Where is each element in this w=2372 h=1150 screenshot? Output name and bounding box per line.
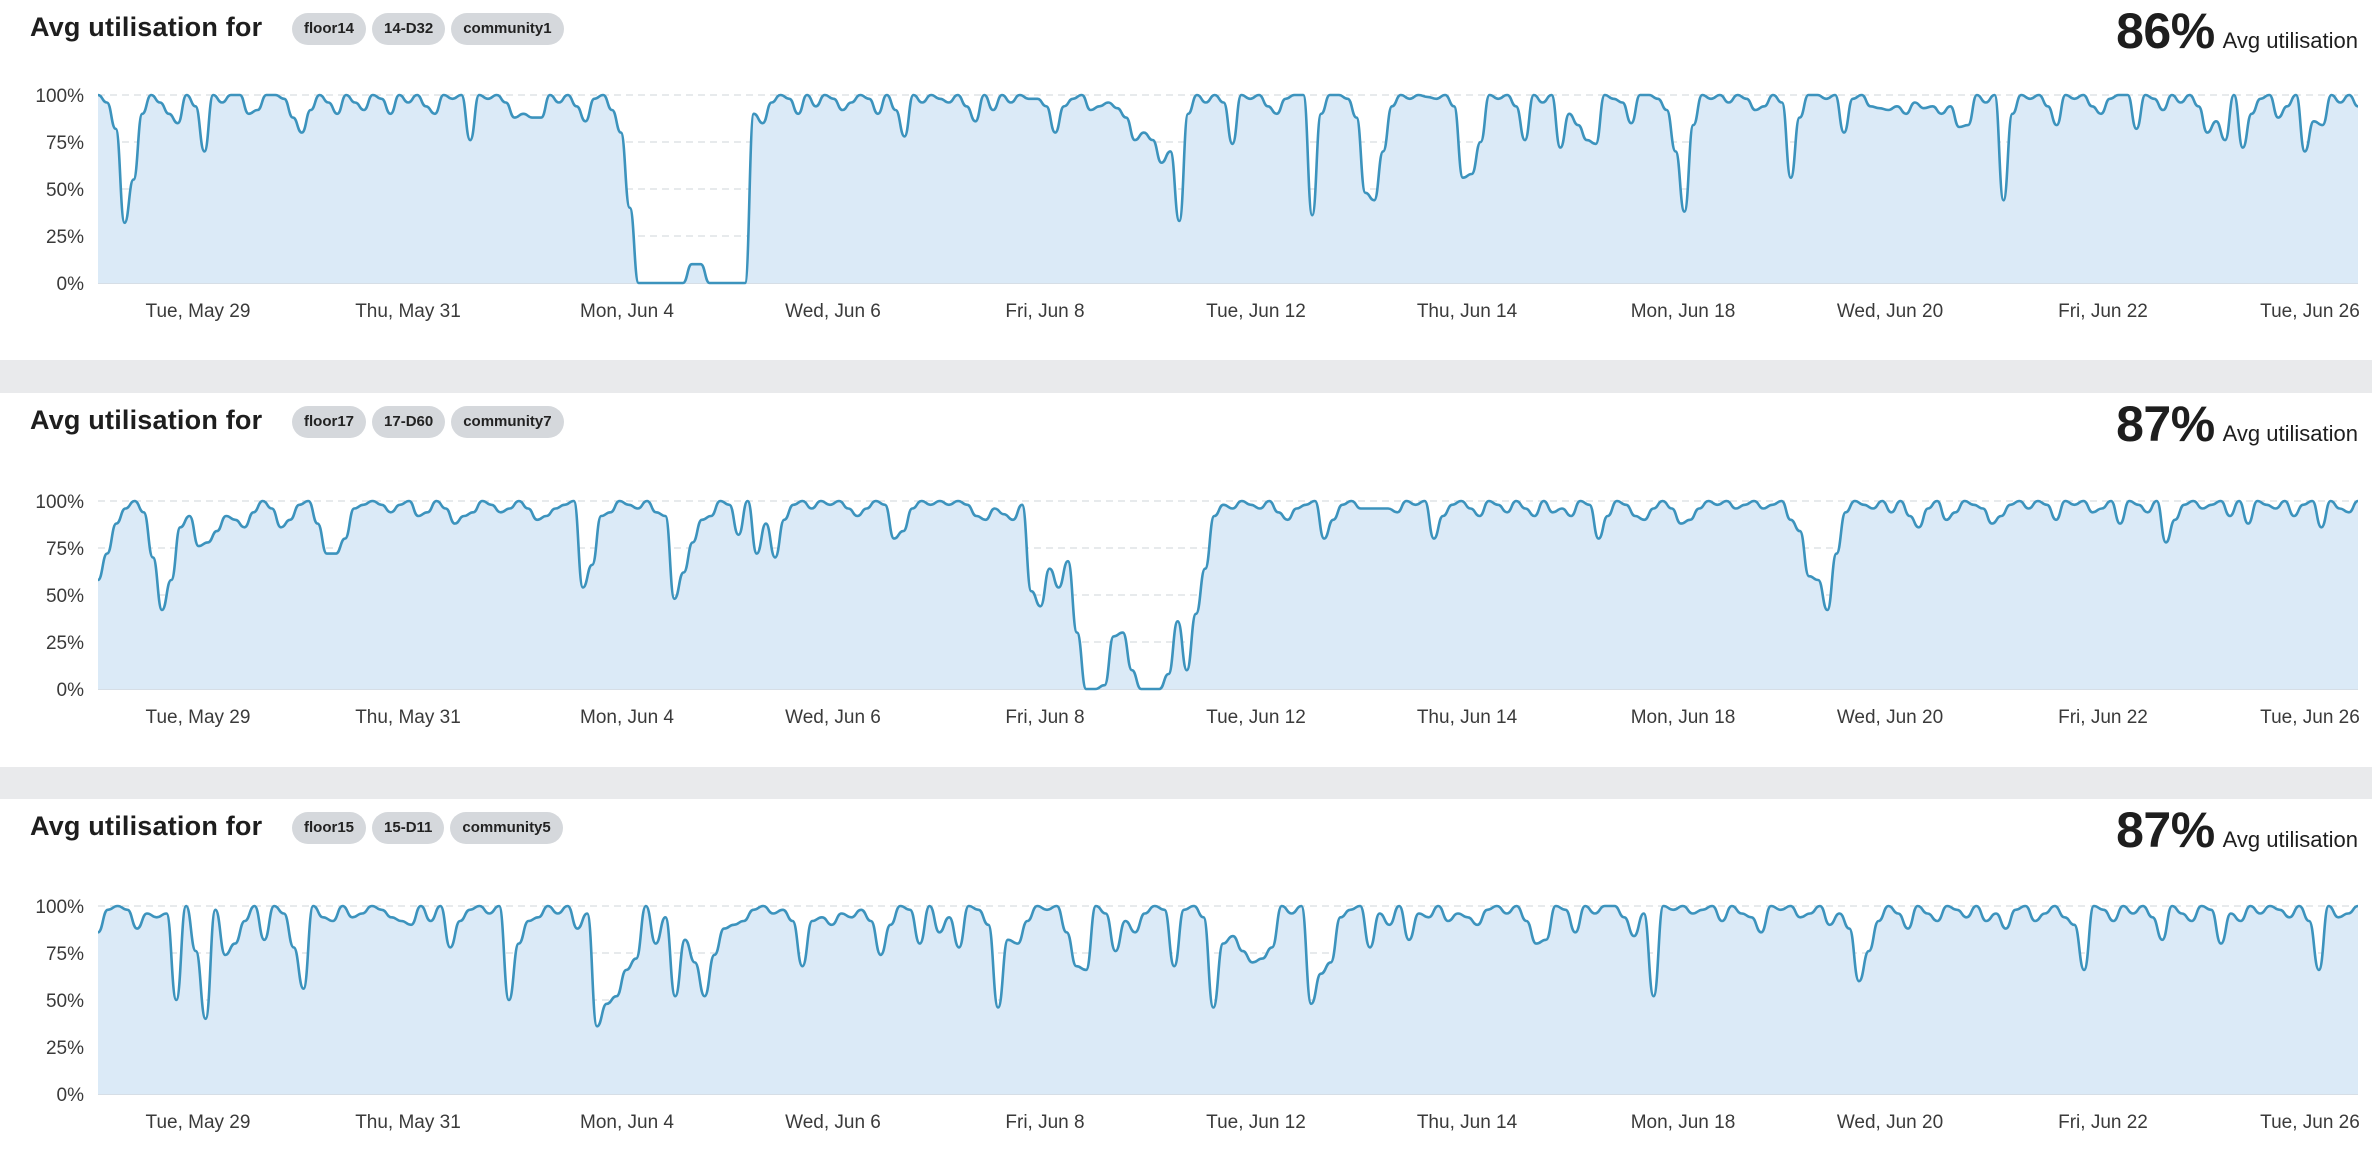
chart-panel-1: Avg utilisation for floor14 14-D32 commu…	[0, 0, 2372, 360]
x-tick-label: Thu, Jun 14	[1417, 301, 1518, 322]
x-tick-label: Tue, May 29	[146, 707, 251, 728]
x-tick-label: Wed, Jun 6	[785, 707, 881, 728]
tag-community[interactable]: community1	[451, 13, 564, 45]
chart-panel-3: Avg utilisation for floor15 15-D11 commu…	[0, 799, 2372, 1150]
stat-value: 86%	[2116, 3, 2215, 59]
stat-value: 87%	[2116, 802, 2215, 858]
tag-desk[interactable]: 15-D11	[372, 812, 445, 844]
x-tick-label: Tue, May 29	[146, 301, 251, 322]
stat-value: 87%	[2116, 396, 2215, 452]
stat-label: Avg utilisation	[2222, 421, 2358, 446]
x-tick-label: Wed, Jun 6	[785, 1112, 881, 1133]
x-tick-label: Thu, May 31	[355, 301, 461, 322]
x-tick-label: Tue, May 29	[146, 1112, 251, 1133]
panel-title: Avg utilisation for	[30, 12, 263, 42]
y-tick-label: 0%	[57, 1085, 85, 1106]
y-tick-label: 100%	[35, 492, 84, 513]
area-fill	[98, 501, 2358, 689]
x-tick-label: Thu, May 31	[355, 1112, 461, 1133]
tag-desk[interactable]: 14-D32	[372, 13, 446, 45]
panel-header: Avg utilisation for floor15 15-D11 commu…	[0, 799, 2372, 869]
y-tick-label: 75%	[46, 539, 84, 560]
y-tick-label: 50%	[46, 991, 84, 1012]
y-tick-label: 25%	[46, 1038, 84, 1059]
series-line	[97, 904, 2359, 1028]
x-tick-label: Fri, Jun 8	[1005, 707, 1084, 728]
x-tick-label: Thu, May 31	[355, 707, 461, 728]
panel-header: Avg utilisation for floor17 17-D60 commu…	[0, 393, 2372, 463]
tag-floor[interactable]: floor14	[292, 13, 367, 45]
tag-list: floor14 14-D32 community1	[292, 13, 564, 45]
y-tick-label: 0%	[57, 274, 85, 295]
panel-header: Avg utilisation for floor14 14-D32 commu…	[0, 0, 2372, 70]
y-tick-label: 75%	[46, 133, 84, 154]
x-tick-label: Tue, Jun 26	[2260, 707, 2360, 728]
avg-utilisation-stat: 87% Avg utilisation	[2116, 801, 2358, 859]
stat-label: Avg utilisation	[2222, 28, 2358, 53]
x-tick-label: Tue, Jun 26	[2260, 301, 2360, 322]
x-tick-label: Tue, Jun 26	[2260, 1112, 2360, 1133]
series-line	[97, 499, 2359, 691]
x-tick-label: Tue, Jun 12	[1206, 1112, 1306, 1133]
avg-utilisation-stat: 86% Avg utilisation	[2116, 2, 2358, 60]
utilisation-area-chart: 0% 25% 50% 75% 100% Tue, May 29 Thu, May 31 Mon…	[35, 897, 2360, 1133]
panel-title: Avg utilisation for	[30, 811, 263, 841]
x-tick-label: Wed, Jun 20	[1837, 1112, 1943, 1133]
utilisation-area-chart: 0% 25% 50% 75% 100% Tue, May 29 Thu, May 31 Mon…	[35, 86, 2360, 322]
tag-floor[interactable]: floor17	[292, 406, 367, 438]
tag-list: floor17 17-D60 community7	[292, 406, 564, 438]
x-tick-label: Tue, Jun 12	[1206, 707, 1306, 728]
series-line	[97, 93, 2359, 285]
utilisation-area-chart: 0% 25% 50% 75% 100% Tue, May 29 Thu, May 31 Mon…	[35, 492, 2360, 728]
y-tick-label: 100%	[35, 86, 84, 107]
x-tick-label: Fri, Jun 8	[1005, 1112, 1084, 1133]
y-tick-label: 50%	[46, 180, 84, 201]
tag-community[interactable]: community5	[450, 812, 563, 844]
x-tick-label: Thu, Jun 14	[1417, 1112, 1518, 1133]
x-tick-label: Mon, Jun 18	[1631, 301, 1736, 322]
x-tick-label: Thu, Jun 14	[1417, 707, 1518, 728]
avg-utilisation-stat: 87% Avg utilisation	[2116, 395, 2358, 453]
y-tick-label: 25%	[46, 227, 84, 248]
x-tick-label: Mon, Jun 4	[580, 1112, 674, 1133]
area-fill	[98, 906, 2358, 1094]
y-tick-label: 50%	[46, 586, 84, 607]
tag-floor[interactable]: floor15	[292, 812, 367, 844]
x-tick-label: Wed, Jun 6	[785, 301, 881, 322]
x-tick-label: Mon, Jun 4	[580, 707, 674, 728]
stat-label: Avg utilisation	[2222, 827, 2358, 852]
x-tick-label: Mon, Jun 4	[580, 301, 674, 322]
x-tick-label: Mon, Jun 18	[1631, 707, 1736, 728]
x-tick-label: Fri, Jun 22	[2058, 301, 2148, 322]
y-tick-label: 25%	[46, 633, 84, 654]
y-tick-label: 0%	[57, 680, 85, 701]
tag-desk[interactable]: 17-D60	[372, 406, 446, 438]
y-tick-label: 75%	[46, 944, 84, 965]
x-tick-label: Wed, Jun 20	[1837, 707, 1943, 728]
x-tick-label: Fri, Jun 22	[2058, 1112, 2148, 1133]
x-tick-label: Fri, Jun 8	[1005, 301, 1084, 322]
chart-panel-2: Avg utilisation for floor17 17-D60 commu…	[0, 393, 2372, 767]
x-tick-label: Wed, Jun 20	[1837, 301, 1943, 322]
area-fill	[98, 95, 2358, 283]
x-tick-label: Mon, Jun 18	[1631, 1112, 1736, 1133]
tag-community[interactable]: community7	[451, 406, 564, 438]
x-tick-label: Fri, Jun 22	[2058, 707, 2148, 728]
x-tick-label: Tue, Jun 12	[1206, 301, 1306, 322]
tag-list: floor15 15-D11 community5	[292, 812, 563, 844]
y-tick-label: 100%	[35, 897, 84, 918]
panel-title: Avg utilisation for	[30, 405, 263, 435]
